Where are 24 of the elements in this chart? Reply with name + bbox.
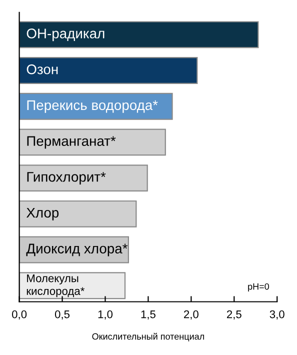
- y-tick-label: Гипохлорит*: [27, 172, 106, 185]
- y-tick-label: Перекись водорода*: [27, 100, 158, 113]
- annotation: pH=0: [248, 283, 270, 292]
- x-tick-label: 2,0: [184, 310, 198, 320]
- bar: [19, 21, 259, 48]
- x-axis-title: Окислительный потенциал: [92, 332, 204, 342]
- bar: [19, 272, 126, 300]
- x-tick-label: 1,0: [98, 310, 113, 320]
- x-tick-label: 1,5: [141, 310, 156, 320]
- y-tick-label: Хлор: [26, 208, 59, 220]
- bar: [19, 92, 173, 120]
- x-tick-label: 2,5: [226, 310, 242, 320]
- y-tick-label: Диоксид хлора*: [26, 244, 128, 256]
- bar: [19, 128, 166, 156]
- y-tick-label: Перманганат*: [27, 136, 116, 149]
- bar: [19, 57, 198, 84]
- y-tick-label: Озон: [26, 64, 58, 74]
- x-tick-label: 0,5: [54, 310, 70, 320]
- bar: [19, 164, 148, 192]
- x-tick-label: 0,0: [12, 310, 27, 320]
- bar: [19, 200, 137, 228]
- y-tick-label: OH-радикал: [26, 28, 104, 42]
- x-tick-label: 3,0: [270, 310, 284, 320]
- y-tick-label: Молекулы кислорода*: [26, 274, 85, 298]
